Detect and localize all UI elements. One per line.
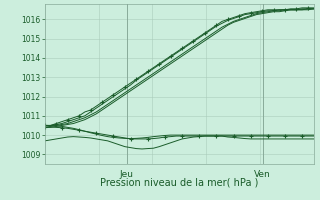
Text: Jeu: Jeu	[120, 170, 134, 179]
Text: Ven: Ven	[254, 170, 271, 179]
X-axis label: Pression niveau de la mer( hPa ): Pression niveau de la mer( hPa )	[100, 178, 258, 188]
